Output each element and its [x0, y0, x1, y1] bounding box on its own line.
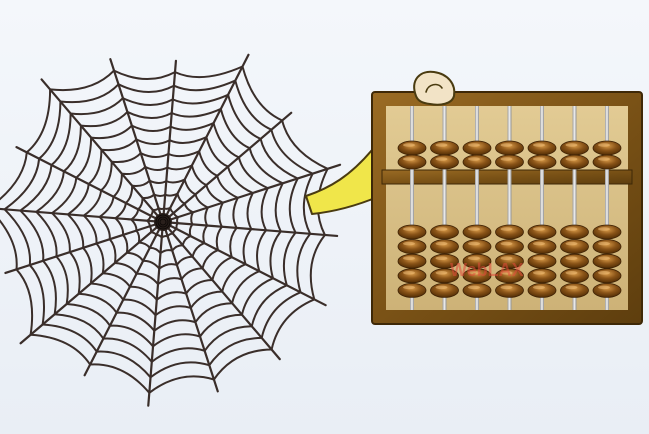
abacus-upper-bead — [430, 140, 459, 156]
cartoon-arm — [305, 149, 383, 215]
web-ring — [98, 164, 224, 286]
abacus-lower-bead — [560, 282, 589, 298]
watermark-text: WebLAX — [450, 260, 524, 280]
cartoon-finger — [413, 70, 456, 106]
abacus-lower-bead — [527, 224, 557, 240]
abacus-rod — [410, 106, 414, 310]
web-ring — [19, 93, 299, 363]
abacus-lower-bead — [397, 282, 427, 298]
abacus-rod — [572, 106, 577, 310]
abacus-lower-bead — [527, 239, 557, 255]
abacus-lower-bead — [462, 268, 492, 284]
abacus-lower-bead — [495, 224, 524, 240]
web-ring — [66, 136, 254, 317]
abacus-lower-bead — [397, 224, 427, 240]
abacus-lower-bead — [560, 268, 589, 284]
abacus-rod — [540, 106, 544, 310]
abacus-lower-bead — [592, 224, 622, 240]
abacus-lower-bead — [430, 239, 459, 255]
abacus-upper-bead — [560, 140, 589, 156]
abacus-lower-bead — [495, 239, 524, 255]
abacus-lower-bead — [527, 282, 557, 298]
web-ring — [35, 107, 284, 348]
abacus: WebLAX — [371, 91, 643, 325]
abacus-lower-bead — [592, 268, 622, 284]
abacus-lower-bead — [495, 268, 524, 284]
abacus-lower-bead — [430, 268, 459, 284]
abacus-lower-bead — [397, 253, 427, 269]
abacus-lower-bead — [495, 253, 524, 269]
abacus-upper-bead — [462, 154, 492, 170]
web-center — [154, 213, 172, 231]
abacus-lower-bead — [560, 253, 589, 269]
abacus-lower-bead — [462, 282, 492, 298]
abacus-rod — [475, 106, 479, 310]
spider-web — [0, 53, 342, 407]
abacus-lower-bead — [560, 224, 589, 240]
abacus-divider-beam — [381, 169, 633, 185]
abacus-upper-bead — [495, 140, 524, 156]
abacus-upper-bead — [527, 140, 557, 156]
abacus-lower-bead — [495, 282, 524, 298]
abacus-rod — [442, 106, 447, 310]
abacus-lower-bead — [430, 224, 459, 240]
abacus-lower-bead — [592, 253, 622, 269]
abacus-lower-bead — [430, 282, 459, 298]
web-ring — [146, 206, 179, 239]
abacus-upper-bead — [430, 154, 459, 170]
abacus-upper-bead — [592, 154, 622, 170]
abacus-lower-bead — [560, 239, 589, 255]
abacus-lower-bead — [397, 239, 427, 255]
abacus-lower-bead — [527, 253, 557, 269]
abacus-lower-bead — [462, 239, 492, 255]
abacus-upper-bead — [560, 154, 589, 170]
abacus-upper-bead — [397, 140, 427, 156]
web-ring — [114, 178, 209, 270]
web-center-ring — [157, 216, 169, 228]
web-ring — [130, 192, 194, 255]
abacus-upper-bead — [527, 154, 557, 170]
abacus-upper-bead — [495, 154, 524, 170]
abacus-lower-bead — [527, 268, 557, 284]
abacus-upper-bead — [462, 140, 492, 156]
web-center-ring — [155, 214, 171, 230]
abacus-upper-bead — [592, 140, 622, 156]
abacus-lower-bead — [462, 224, 492, 240]
web-center-ring — [159, 218, 167, 226]
abacus-lower-bead — [430, 253, 459, 269]
abacus-rod — [605, 106, 609, 310]
web-ring — [82, 150, 239, 301]
abacus-lower-bead — [397, 268, 427, 284]
web-ring — [3, 79, 314, 379]
abacus-lower-bead — [462, 253, 492, 269]
abacus-lower-bead — [592, 282, 622, 298]
web-ring — [0, 65, 329, 394]
abacus-lower-bead — [592, 239, 622, 255]
web-ring — [51, 122, 269, 332]
abacus-upper-bead — [397, 154, 427, 170]
abacus-rod — [507, 106, 512, 310]
